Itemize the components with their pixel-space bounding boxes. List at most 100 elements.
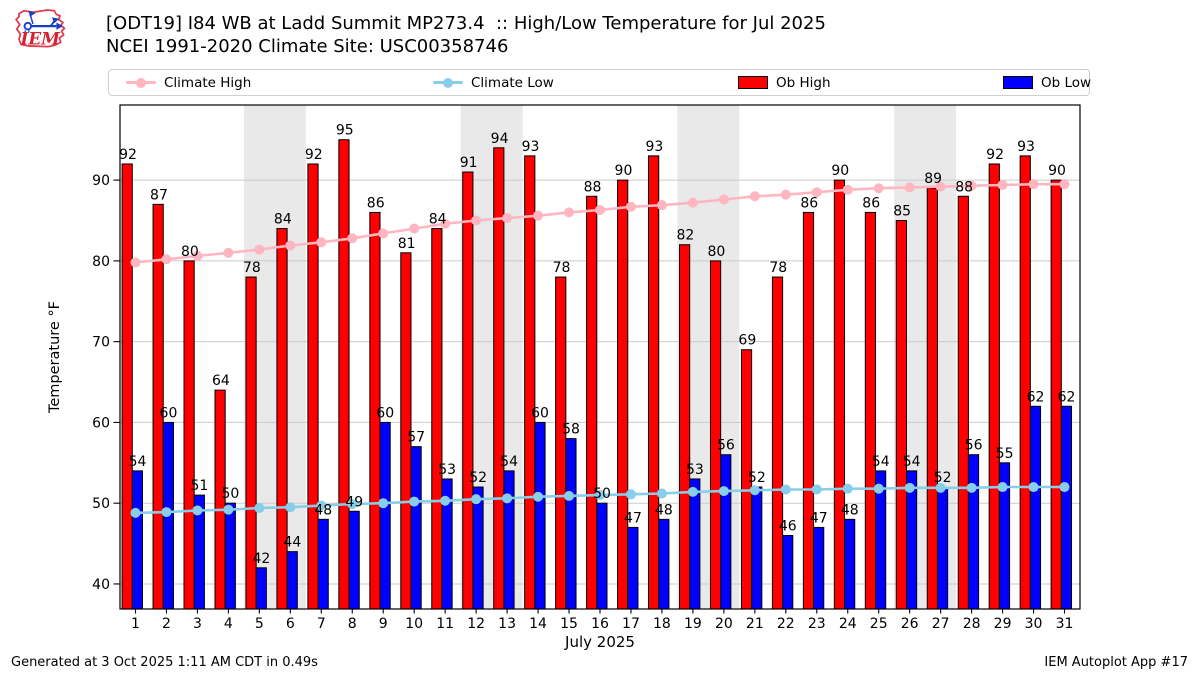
ob-high-value-label: 86	[367, 195, 385, 211]
ob-high-value-label: 95	[336, 123, 354, 139]
ob-low-value-label: 42	[252, 551, 270, 567]
ob-low-value-label: 54	[129, 454, 147, 470]
ob-low-value-label: 60	[376, 405, 394, 421]
ob-low-bar	[1060, 405, 1073, 610]
iowa-outline	[15, 9, 66, 48]
x-tick-label: 18	[653, 616, 671, 632]
ob-low-value-label: 56	[717, 438, 735, 454]
ob-low-bar	[720, 454, 732, 610]
ob-low-value-label: 48	[841, 502, 859, 518]
climate-low-marker	[130, 507, 141, 518]
ob-high-bar	[1019, 155, 1031, 610]
ob-low-value-label: 54	[903, 454, 921, 470]
ob-high-bar	[462, 171, 474, 610]
ob-high-bar	[833, 179, 846, 610]
ob-high-bar	[555, 276, 567, 610]
climate-high-marker	[254, 244, 265, 255]
x-tick-label: 2	[162, 616, 171, 632]
climate-high-marker	[780, 189, 791, 200]
climate-high-marker	[1059, 179, 1070, 190]
climate-low-marker	[718, 486, 729, 497]
climate-high-marker	[873, 183, 884, 194]
ob-high-value-label: 78	[769, 260, 787, 276]
x-tick-label: 15	[560, 616, 578, 632]
legend-patch-swatch	[738, 76, 768, 89]
legend-item-ob-high: Ob High	[738, 75, 831, 91]
page-title: [ODT19] I84 WB at Ladd Summit MP273.4 ::…	[106, 13, 826, 34]
climate-low-marker	[687, 486, 698, 497]
ob-high-value-label: 81	[398, 236, 416, 252]
legend-item-climate-high: Climate High	[126, 75, 251, 91]
y-tick-label: 50	[92, 496, 110, 512]
ob-high-bar	[864, 211, 877, 610]
ob-low-bar	[813, 526, 825, 610]
climate-high-marker	[161, 254, 172, 265]
x-tick-label: 7	[317, 616, 326, 632]
ob-low-bar	[689, 478, 701, 610]
ob-low-value-label: 56	[965, 438, 983, 454]
ob-low-bar	[379, 421, 391, 610]
ob-high-value-label: 78	[553, 260, 571, 276]
legend-line-swatch	[433, 77, 463, 88]
x-tick-label: 16	[591, 616, 609, 632]
climate-low-marker	[409, 496, 420, 507]
ob-low-bar	[317, 518, 329, 610]
climate-high-marker	[625, 201, 636, 212]
ob-high-bar	[307, 163, 319, 610]
x-tick-label: 8	[348, 616, 357, 632]
x-tick-label: 20	[715, 616, 733, 632]
x-tick-label: 1	[131, 616, 140, 632]
x-tick-label: 29	[994, 616, 1012, 632]
ob-high-bar	[617, 179, 629, 610]
climate-low-marker	[749, 485, 760, 496]
ob-low-bar	[131, 470, 143, 610]
ob-low-value-label: 49	[345, 494, 363, 510]
ob-high-value-label: 86	[800, 195, 818, 211]
x-tick-label: 25	[870, 616, 888, 632]
x-tick-label: 17	[622, 616, 640, 632]
climate-low-marker	[656, 488, 667, 499]
x-tick-label: 13	[498, 616, 516, 632]
climate-low-marker	[533, 491, 544, 502]
x-tick-label: 10	[405, 616, 423, 632]
ob-low-value-label: 47	[624, 510, 642, 526]
weather-vane-icon	[23, 10, 63, 33]
climate-high-marker	[223, 247, 234, 258]
climate-high-marker	[471, 215, 482, 226]
ob-low-value-label: 55	[996, 446, 1014, 462]
ob-high-bar	[988, 163, 1000, 610]
ob-high-bar	[431, 228, 443, 610]
ob-high-value-label: 90	[1048, 163, 1066, 179]
climate-low-marker	[223, 504, 234, 515]
climate-low-marker	[564, 490, 575, 501]
ob-high-bar	[957, 195, 969, 610]
ob-high-value-label: 90	[831, 163, 849, 179]
climate-high-marker	[656, 200, 667, 211]
x-tick-label: 22	[777, 616, 795, 632]
ob-low-value-label: 60	[531, 405, 549, 421]
ob-high-value-label: 89	[924, 171, 942, 187]
climate-low-marker	[440, 495, 451, 506]
climate-high-marker	[935, 181, 946, 192]
ob-low-value-label: 48	[314, 502, 332, 518]
climate-low-marker	[254, 503, 265, 514]
ob-high-value-label: 88	[584, 179, 602, 195]
legend-patch-swatch	[1003, 76, 1033, 89]
y-tick-label: 40	[92, 577, 110, 593]
climate-low-marker	[378, 498, 389, 509]
climate-high-marker	[966, 180, 977, 191]
climate-high-marker	[409, 223, 420, 234]
ob-low-value-label: 46	[779, 519, 797, 535]
ob-high-bar	[679, 244, 691, 610]
ob-high-bar	[183, 260, 195, 610]
y-tick-label: 60	[92, 415, 110, 431]
climate-low-marker	[1028, 482, 1039, 493]
climate-low-marker	[347, 499, 358, 509]
ob-low-value-label: 57	[407, 430, 425, 446]
ob-low-value-label: 54	[500, 454, 518, 470]
x-tick-label: 4	[224, 616, 233, 632]
y-axis-title: Temperature °F	[47, 300, 63, 414]
app-credit-text: IEM Autoplot App #17	[1044, 655, 1188, 670]
climate-high-marker	[316, 237, 327, 248]
ob-low-bar	[565, 438, 577, 610]
